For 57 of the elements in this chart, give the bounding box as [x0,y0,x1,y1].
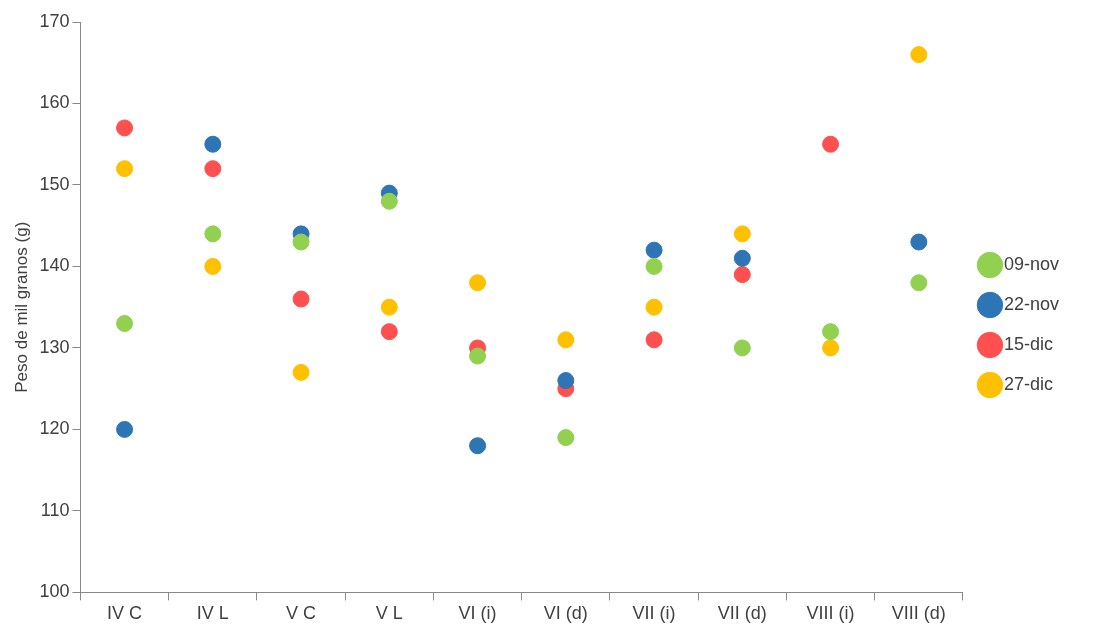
point [469,437,487,455]
x-tick-label: IV C [107,603,143,624]
x-tick-label: VI (d) [543,603,588,624]
point [910,46,928,64]
point [292,233,310,251]
point [557,331,575,349]
point [733,225,751,243]
point [822,323,840,341]
point [204,160,222,178]
x-tick-label: VII (i) [632,603,676,624]
y-tick-label: 120 [39,418,70,439]
y-tick-label: 140 [39,255,70,276]
point [557,372,575,390]
point [733,339,751,357]
point [645,257,663,275]
point [733,249,751,267]
point [380,192,398,210]
point [910,233,928,251]
point [116,160,134,178]
point [116,315,134,332]
point [469,347,487,365]
point [292,290,310,308]
legend-label: 22-nov [1003,293,1060,314]
point [292,363,310,381]
x-tick-label: VIII (i) [806,603,855,624]
x-tick-label: VI (i) [458,603,497,624]
x-tick-label: VII (d) [717,603,767,624]
x-tick-label: IV L [196,603,229,624]
y-tick-label: 130 [39,336,70,357]
point [733,266,751,284]
point [116,119,134,137]
legend-label: 27-dic [1003,373,1053,394]
point [380,298,398,316]
y-tick-label: 150 [39,173,70,194]
point [204,225,222,243]
y-tick-label: 110 [40,499,70,520]
y-axis-title: Peso de mil granos (g) [11,221,31,393]
x-tick-label: V C [286,603,317,624]
point [822,135,840,153]
point [910,274,928,292]
point [116,420,134,438]
y-tick-label: 170 [39,10,70,31]
point [822,339,840,357]
x-tick-label: V L [375,603,403,624]
point [204,257,222,275]
y-tick-label: 100 [39,581,70,602]
legend-label: 09-nov [1003,253,1060,274]
point [645,331,663,349]
legend-label: 15-dic [1003,333,1053,354]
point [469,274,487,292]
x-tick-label: VIII (d) [891,603,946,624]
point [204,135,222,153]
point [645,298,663,316]
point [380,323,398,341]
point [557,429,575,447]
point [645,241,663,259]
y-tick-label: 160 [39,92,70,113]
